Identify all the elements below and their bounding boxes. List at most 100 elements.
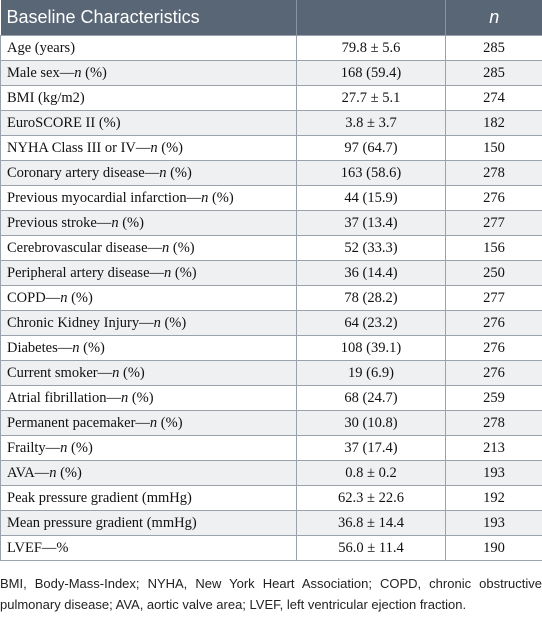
row-value: 79.8 ± 5.6: [296, 35, 446, 61]
row-label-suffix: (%): [118, 214, 144, 231]
row-label-suffix: (%): [171, 264, 197, 281]
table-row: Coronary artery disease—n (%) 163 (58.6) 2…: [0, 160, 542, 186]
table-row: NYHA Class III or IV—n (%) 97 (64.7) 150: [0, 135, 542, 161]
row-label-suffix: (%): [119, 364, 145, 381]
row-label: Frailty—n (%): [0, 435, 297, 461]
row-n: 276: [445, 360, 542, 386]
row-label-text: NYHA Class III or IV—: [7, 139, 151, 156]
row-value: 44 (15.9): [296, 185, 446, 211]
row-n: 150: [445, 135, 542, 161]
table-row: Diabetes—n (%) 108 (39.1) 276: [0, 335, 542, 361]
table-row: Cerebrovascular disease—n (%) 52 (33.3) 15…: [0, 235, 542, 261]
row-label-suffix: (%): [166, 164, 192, 181]
table-row: LVEF—% 56.0 ± 11.4 190: [0, 535, 542, 561]
row-label-n: n: [60, 439, 68, 456]
table-row: Peripheral artery disease—n (%) 36 (14.4)…: [0, 260, 542, 286]
row-label-text: Male sex—: [7, 64, 75, 81]
row-label: LVEF—%: [0, 535, 297, 561]
row-n: 285: [445, 60, 542, 86]
table-row: Frailty—n (%) 37 (17.4) 213: [0, 435, 542, 461]
table-row: BMI (kg/m2) 27.7 ± 5.1 274: [0, 85, 542, 111]
row-label-suffix: (%): [169, 239, 195, 256]
row-label-text: Permanent pacemaker—: [7, 414, 150, 431]
header-characteristic: Baseline Characteristics: [0, 0, 297, 36]
row-label-text: Cerebrovascular disease—: [7, 239, 163, 256]
row-label: Coronary artery disease—n (%): [0, 160, 297, 186]
row-value: 78 (28.2): [296, 285, 446, 311]
row-value: 36 (14.4): [296, 260, 446, 286]
row-n: 277: [445, 210, 542, 236]
row-label-text: EuroSCORE II (%): [7, 114, 121, 131]
row-label: Current smoker—n (%): [0, 360, 297, 386]
row-label-text: AVA—: [7, 464, 50, 481]
table-row: Permanent pacemaker—n (%) 30 (10.8) 278: [0, 410, 542, 436]
row-label-n: n: [74, 64, 82, 81]
row-value: 62.3 ± 22.6: [296, 485, 446, 511]
row-n: 250: [445, 260, 542, 286]
row-label-text: COPD—: [7, 289, 61, 306]
row-n: 190: [445, 535, 542, 561]
row-n: 277: [445, 285, 542, 311]
table-row: Age (years) 79.8 ± 5.6 285: [0, 35, 542, 61]
row-label-suffix: (%): [128, 389, 154, 406]
row-label-suffix: (%): [67, 289, 93, 306]
row-label: Peripheral artery disease—n (%): [0, 260, 297, 286]
table-row: EuroSCORE II (%) 3.8 ± 3.7 182: [0, 110, 542, 136]
row-value: 19 (6.9): [296, 360, 446, 386]
row-label-text: Previous myocardial infarction—: [7, 189, 202, 206]
row-n: 193: [445, 460, 542, 486]
row-value: 0.8 ± 0.2: [296, 460, 446, 486]
row-label-text: LVEF—%: [7, 539, 69, 556]
row-label-n: n: [120, 389, 129, 406]
row-label-n: n: [201, 189, 209, 206]
row-n: 182: [445, 110, 542, 136]
row-n: 278: [445, 160, 542, 186]
row-label-text: Chronic Kidney Injury—: [7, 314, 154, 331]
row-value: 30 (10.8): [296, 410, 446, 436]
table-header-row: Baseline Characteristics n: [0, 0, 542, 36]
row-label: Chronic Kidney Injury—n (%): [0, 310, 297, 336]
row-label: Previous stroke—n (%): [0, 210, 297, 236]
row-label-text: Mean pressure gradient (mmHg): [7, 514, 197, 531]
row-label-text: Age (years): [7, 39, 76, 56]
row-label-text: Frailty—: [7, 439, 61, 456]
row-label: COPD—n (%): [0, 285, 297, 311]
row-value: 56.0 ± 11.4: [296, 535, 446, 561]
row-n: 276: [445, 335, 542, 361]
row-label: Mean pressure gradient (mmHg): [0, 510, 297, 536]
row-n: 259: [445, 385, 542, 411]
row-label-suffix: (%): [208, 189, 234, 206]
row-label-text: Coronary artery disease—: [7, 164, 160, 181]
row-label-n: n: [164, 264, 172, 281]
row-label: EuroSCORE II (%): [0, 110, 297, 136]
table-row: Chronic Kidney Injury—n (%) 64 (23.2) 276: [0, 310, 542, 336]
row-label: Male sex—n (%): [0, 60, 297, 86]
row-label-n: n: [162, 239, 170, 256]
row-label: Previous myocardial infarction—n (%): [0, 185, 297, 211]
row-n: 276: [445, 310, 542, 336]
row-value: 163 (58.6): [296, 160, 446, 186]
row-label: Cerebrovascular disease—n (%): [0, 235, 297, 261]
row-label-suffix: (%): [157, 414, 183, 431]
table-row: Male sex—n (%) 168 (59.4) 285: [0, 60, 542, 86]
row-label-text: Diabetes—: [7, 339, 73, 356]
row-n: 274: [445, 85, 542, 111]
table-row: AVA—n (%) 0.8 ± 0.2 193: [0, 460, 542, 486]
table-row: Current smoker—n (%) 19 (6.9) 276: [0, 360, 542, 386]
row-label: Peak pressure gradient (mmHg): [0, 485, 297, 511]
row-n: 278: [445, 410, 542, 436]
row-value: 52 (33.3): [296, 235, 446, 261]
row-label-n: n: [150, 139, 158, 156]
row-label-text: BMI (kg/m2): [7, 89, 85, 106]
table-body: Age (years) 79.8 ± 5.6 285 Male sex—n (%) 16…: [0, 35, 542, 561]
row-n: 192: [445, 485, 542, 511]
row-label: BMI (kg/m2): [0, 85, 297, 111]
row-label-text: Previous stroke—: [7, 214, 112, 231]
row-label: Diabetes—n (%): [0, 335, 297, 361]
row-n: 285: [445, 35, 542, 61]
row-value: 97 (64.7): [296, 135, 446, 161]
row-label: AVA—n (%): [0, 460, 297, 486]
row-label-text: Current smoker—: [7, 364, 113, 381]
row-n: 193: [445, 510, 542, 536]
table-row: Atrial fibrillation—n (%) 68 (24.7) 259: [0, 385, 542, 411]
